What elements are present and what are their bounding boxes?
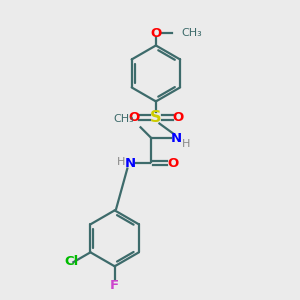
Text: O: O xyxy=(172,111,184,124)
Text: O: O xyxy=(167,157,178,170)
Text: F: F xyxy=(110,279,119,292)
Text: O: O xyxy=(150,27,161,40)
Text: H: H xyxy=(117,157,125,167)
Text: N: N xyxy=(125,157,136,170)
Text: S: S xyxy=(150,110,162,125)
Text: Cl: Cl xyxy=(64,255,78,268)
Text: O: O xyxy=(128,111,140,124)
Text: CH₃: CH₃ xyxy=(181,28,202,38)
Text: CH₃: CH₃ xyxy=(113,114,134,124)
Text: N: N xyxy=(171,132,182,145)
Text: H: H xyxy=(182,139,190,148)
